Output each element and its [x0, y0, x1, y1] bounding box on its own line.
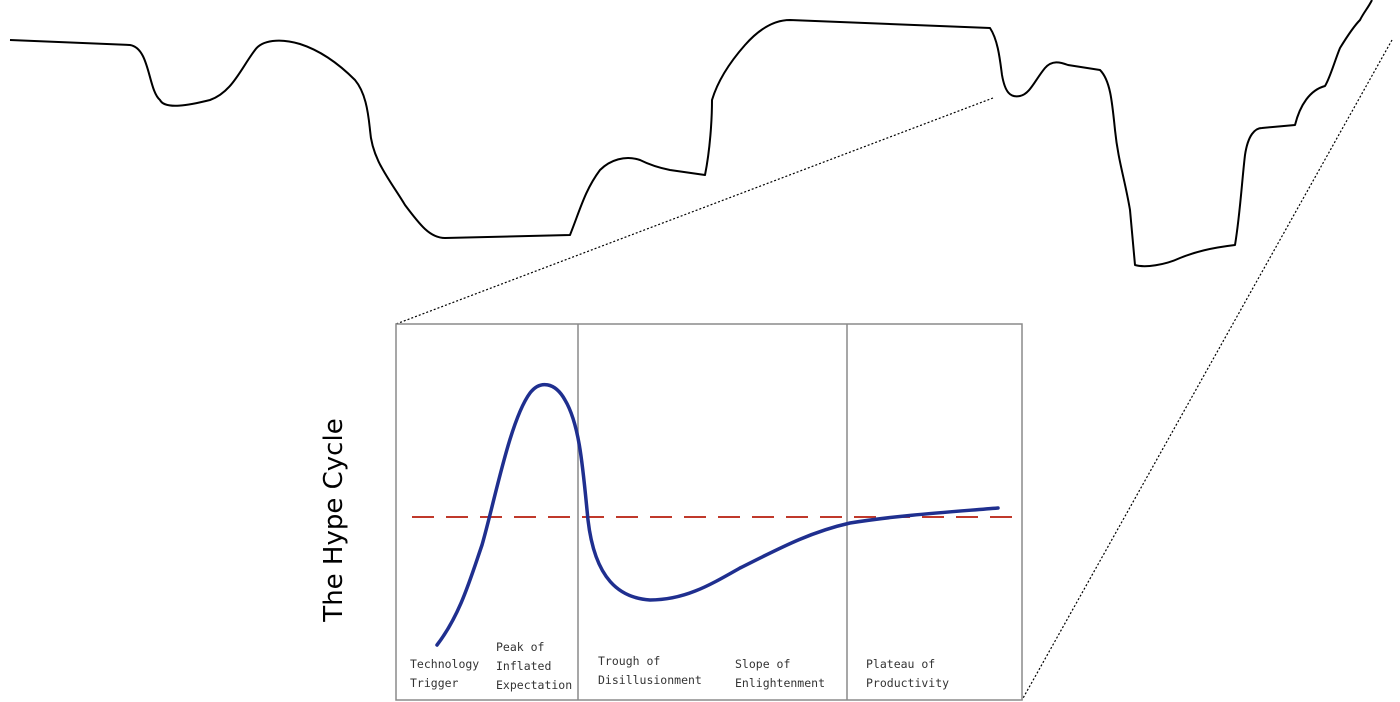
zoom-line-right	[1021, 39, 1393, 701]
phase-label-line: Peak of	[496, 640, 544, 654]
phase-label-line: Expectation	[496, 678, 572, 692]
phase-label-5: Plateau of Productivity	[866, 657, 949, 690]
phase-label-4: Slope of Enlightenment	[735, 657, 825, 690]
inset-chart	[395, 323, 1023, 701]
phase-label-line: Technology	[410, 657, 479, 671]
top-trend-line	[9, 0, 1373, 268]
phase-label-1: Technology Trigger	[410, 657, 479, 690]
phase-label-2: Peak of Inflated Expectation	[496, 640, 572, 692]
phase-label-line: Trigger	[410, 676, 459, 690]
phase-label-line: Productivity	[866, 676, 949, 690]
phase-label-line: Enlightenment	[735, 676, 825, 690]
phase-label-line: Inflated	[496, 659, 551, 673]
phase-label-line: Plateau of	[866, 657, 935, 671]
phase-label-line: Disillusionment	[598, 673, 702, 687]
phase-label-3: Trough of Disillusionment	[598, 654, 702, 687]
phase-label-line: Trough of	[598, 654, 660, 668]
diagram-title: The Hype Cycle	[319, 418, 349, 622]
phase-labels: Technology Trigger Peak of Inflated Expectat…	[410, 640, 949, 692]
phase-label-line: Slope of	[735, 657, 790, 671]
zoom-line-left	[395, 97, 994, 325]
hype-curve	[435, 383, 1000, 647]
inset-frame	[395, 323, 1023, 701]
